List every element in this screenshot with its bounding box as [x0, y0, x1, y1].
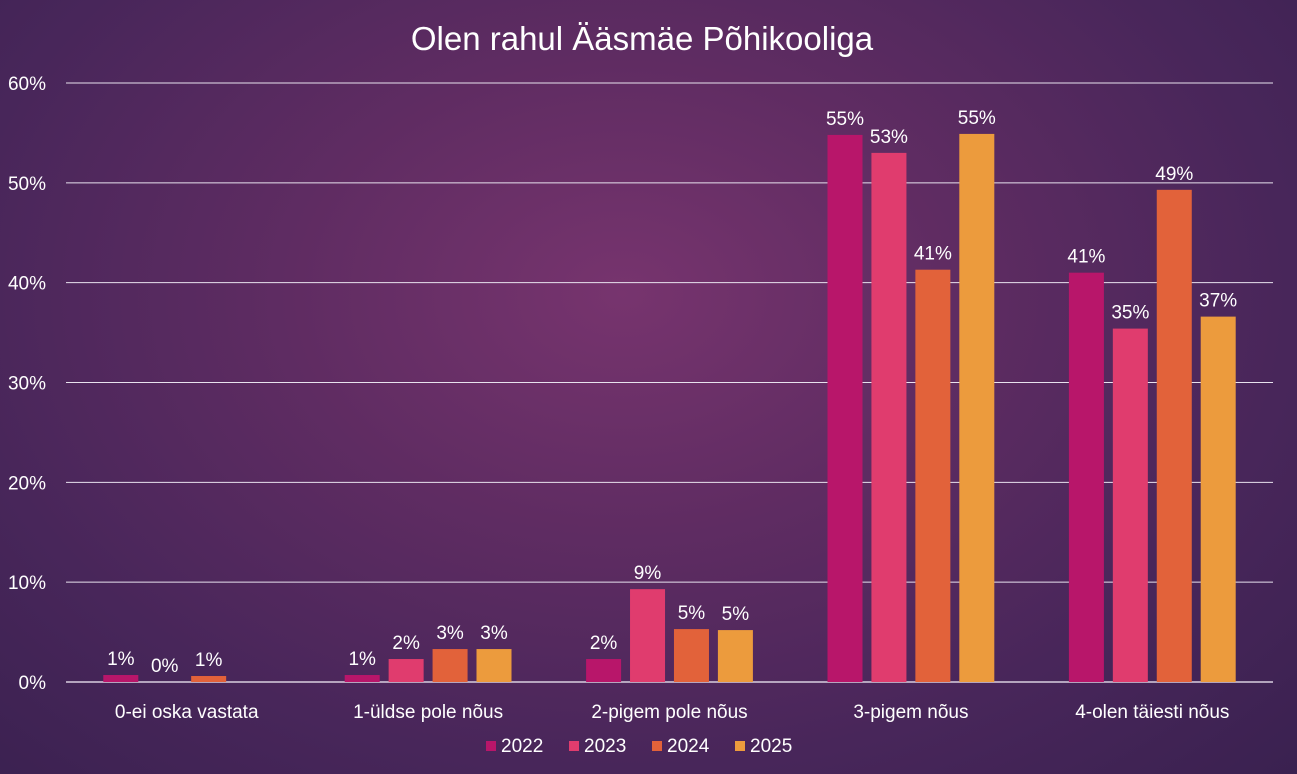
bar-2025 [476, 649, 512, 682]
data-label: 1% [195, 650, 223, 671]
category-label: 4-olen täiesti nõus [1075, 702, 1229, 723]
data-label: 49% [1155, 164, 1193, 185]
category-label: 0-ei oska vastata [115, 702, 259, 723]
bar-2022 [586, 659, 622, 682]
data-label: 37% [1199, 291, 1237, 312]
bar-2022 [103, 675, 139, 682]
category-label: 1-üldse pole nõus [353, 702, 503, 723]
bar-2023 [630, 589, 666, 682]
bar-2024 [191, 676, 227, 682]
data-label: 1% [107, 649, 135, 670]
chart-title: Olen rahul Ääsmäe Põhikooliga [411, 20, 874, 57]
y-tick-label: 50% [8, 174, 46, 195]
y-tick-label: 20% [8, 473, 46, 494]
bar-2023 [388, 659, 424, 682]
data-label: 2% [590, 633, 618, 654]
x-axis: 0-ei oska vastata 1-üldse pole nõus 2-pige… [115, 702, 1230, 723]
bars [103, 133, 1236, 683]
legend-label: 2022 [501, 736, 543, 757]
bar-2024 [915, 269, 951, 682]
legend-label: 2023 [584, 736, 626, 757]
y-tick-label: 30% [8, 374, 46, 395]
y-tick-label: 60% [8, 74, 46, 95]
category-label: 3-pigem nõus [853, 702, 968, 723]
data-label: 41% [914, 244, 952, 265]
legend-label: 2025 [750, 736, 792, 757]
data-label: 55% [958, 108, 996, 129]
data-label: 41% [1067, 247, 1105, 268]
bar-2022 [1068, 272, 1104, 682]
data-label: 53% [870, 127, 908, 148]
data-label: 3% [480, 623, 508, 644]
legend-swatch [486, 741, 496, 751]
data-label: 5% [722, 604, 750, 625]
data-label: 0% [151, 656, 179, 677]
bar-2024 [1156, 189, 1192, 683]
bar-2025 [1200, 316, 1236, 682]
legend: 2022 2023 2024 2025 [486, 736, 792, 757]
legend-swatch [652, 741, 662, 751]
y-tick-label: 40% [8, 274, 46, 295]
legend-swatch [735, 741, 745, 751]
bar-2025 [717, 630, 753, 682]
data-label: 35% [1111, 303, 1149, 324]
legend-label: 2024 [667, 736, 710, 757]
data-label: 9% [634, 563, 662, 584]
bar-2022 [827, 134, 863, 682]
bar-2023 [1112, 328, 1148, 682]
bar-2024 [432, 649, 468, 682]
y-axis: 0% 10% 20% 30% 40% 50% 60% [8, 74, 46, 694]
bar-2023 [871, 152, 907, 683]
category-label: 2-pigem pole nõus [591, 702, 747, 723]
bar-2022 [344, 675, 380, 682]
y-tick-label: 10% [8, 573, 46, 594]
data-label: 2% [392, 633, 420, 654]
data-label: 3% [436, 623, 464, 644]
legend-swatch [569, 741, 579, 751]
bar-2024 [673, 629, 709, 682]
data-labels: 1% 0% 1% 1% 2% 3% 3% 2% 9% 5% 5% 55% 53% 41% 55% 41% 35%… [107, 108, 1237, 677]
data-label: 5% [678, 603, 706, 624]
y-tick-label: 0% [19, 673, 47, 694]
bar-2025 [959, 133, 995, 683]
data-label: 55% [826, 109, 864, 130]
data-label: 1% [348, 649, 376, 670]
